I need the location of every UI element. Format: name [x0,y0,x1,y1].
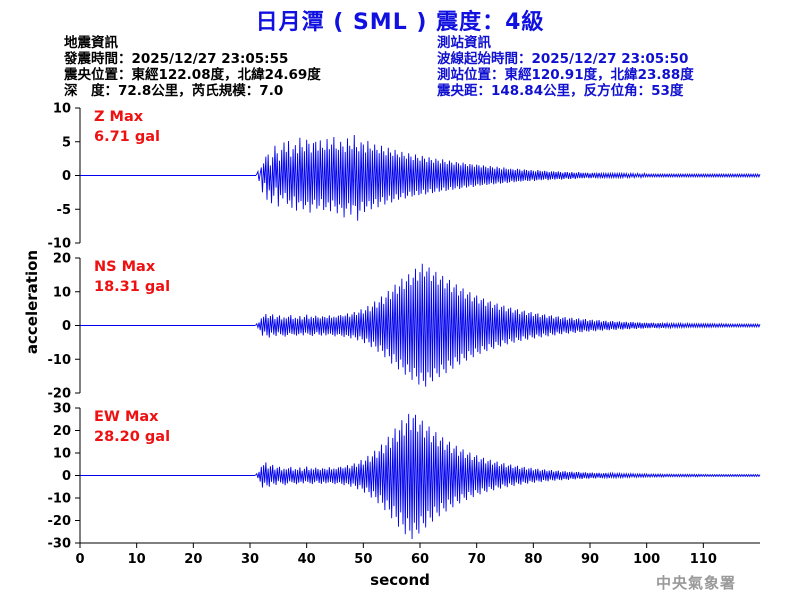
wave-start-time: 波線起始時間：2025/12/27 23:05:50 [437,51,689,67]
max-label: NS Max [94,259,156,275]
y-tick-label: -5 [57,203,71,218]
max-value: 28.20 gal [94,429,170,445]
y-tick-label: 0 [62,319,71,334]
y-tick-label: 20 [53,252,71,267]
max-value: 6.71 gal [94,129,160,145]
y-tick-label: -10 [48,237,72,252]
y-tick-label: -30 [48,537,72,552]
y-tick-label: -20 [48,387,72,402]
x-tick-label: 30 [241,552,259,567]
y-tick-label: 5 [62,135,71,150]
station-location: 測站位置：東經120.91度，北緯23.88度 [437,67,694,83]
y-tick-label: -10 [48,492,72,507]
epicenter-location: 震央位置：東經122.08度，北緯24.69度 [64,67,321,83]
event-info-block: 地震資訊 發震時間：2025/12/27 23:05:55 震央位置：東經122… [64,35,321,99]
x-tick-label: 40 [298,552,316,567]
x-tick-label: 10 [128,552,146,567]
y-tick-label: 20 [53,424,71,439]
event-info-heading: 地震資訊 [64,35,118,51]
trace-z [80,134,761,221]
x-tick-label: 110 [690,552,717,567]
x-tick-label: 70 [468,552,486,567]
trace-ns [80,263,761,387]
x-tick-label: 0 [75,552,84,567]
y-tick-label: 0 [62,469,71,484]
max-value: 18.31 gal [94,279,170,295]
x-axis-label: second [370,571,430,589]
x-tick-label: 50 [354,552,372,567]
trace-ew [80,413,761,539]
y-tick-label: 10 [53,102,71,117]
panel-z: -10 -5 0 5 10 Z Max 6.71 gal [48,102,761,252]
origin-time: 發震時間：2025/12/27 23:05:55 [64,51,289,67]
y-tick-label: -10 [48,353,72,368]
max-label: EW Max [94,409,159,425]
y-tick-label: -20 [48,514,72,529]
y-tick-label: 0 [62,169,71,184]
x-tick-label: 20 [184,552,202,567]
y-axis-label: acceleration [23,249,41,355]
depth-magnitude: 深 度：72.8公里，芮氏規模：7.0 [64,83,284,99]
agency-credit: 中央氣象署 [656,574,737,592]
x-tick-label: 60 [411,552,429,567]
station-info-block: 測站資訊 波線起始時間：2025/12/27 23:05:50 測站位置：東經1… [437,35,694,99]
x-tick-label: 100 [633,552,660,567]
panel-ns: -20 -10 0 10 20 NS Max 18.31 gal [48,252,761,402]
y-tick-label: 10 [53,447,71,462]
max-label: Z Max [94,109,144,125]
distance-azimuth: 震央距：148.84公里，反方位角：53度 [437,83,684,99]
y-tick-label: 30 [53,402,71,417]
x-tick-label: 80 [524,552,542,567]
x-tick-label: 90 [581,552,599,567]
station-info-heading: 測站資訊 [437,35,491,51]
y-tick-label: 10 [53,285,71,300]
x-axis: 0 10 20 30 40 50 60 70 80 90 100 110 [75,542,760,567]
panel-ew: -30 -20 -10 0 10 20 30 EW Max 28.20 gal [48,402,761,552]
chart-title: 日月潭 ( SML ) 震度：4級 [255,10,545,35]
